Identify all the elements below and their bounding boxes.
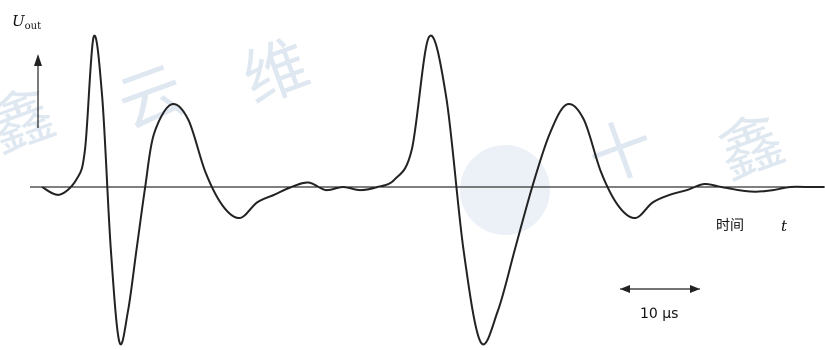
y-axis-arrowhead [34,54,42,66]
svg-text:鑫: 鑫 [709,103,794,194]
svg-text:鑫: 鑫 [0,76,65,167]
svg-text:云: 云 [109,53,194,144]
time-scale-bar [620,285,700,293]
watermark: 鑫 云 维 十 鑫 [0,28,794,235]
waveform-line [41,34,825,346]
svg-text:十: 十 [579,108,664,199]
scale-bar-label: 10 μs [640,306,678,322]
svg-text:维: 维 [234,28,319,119]
x-axis-label: 时间 [716,218,744,234]
y-axis-label: Uout [12,12,41,32]
x-axis-symbol: t [781,217,788,235]
